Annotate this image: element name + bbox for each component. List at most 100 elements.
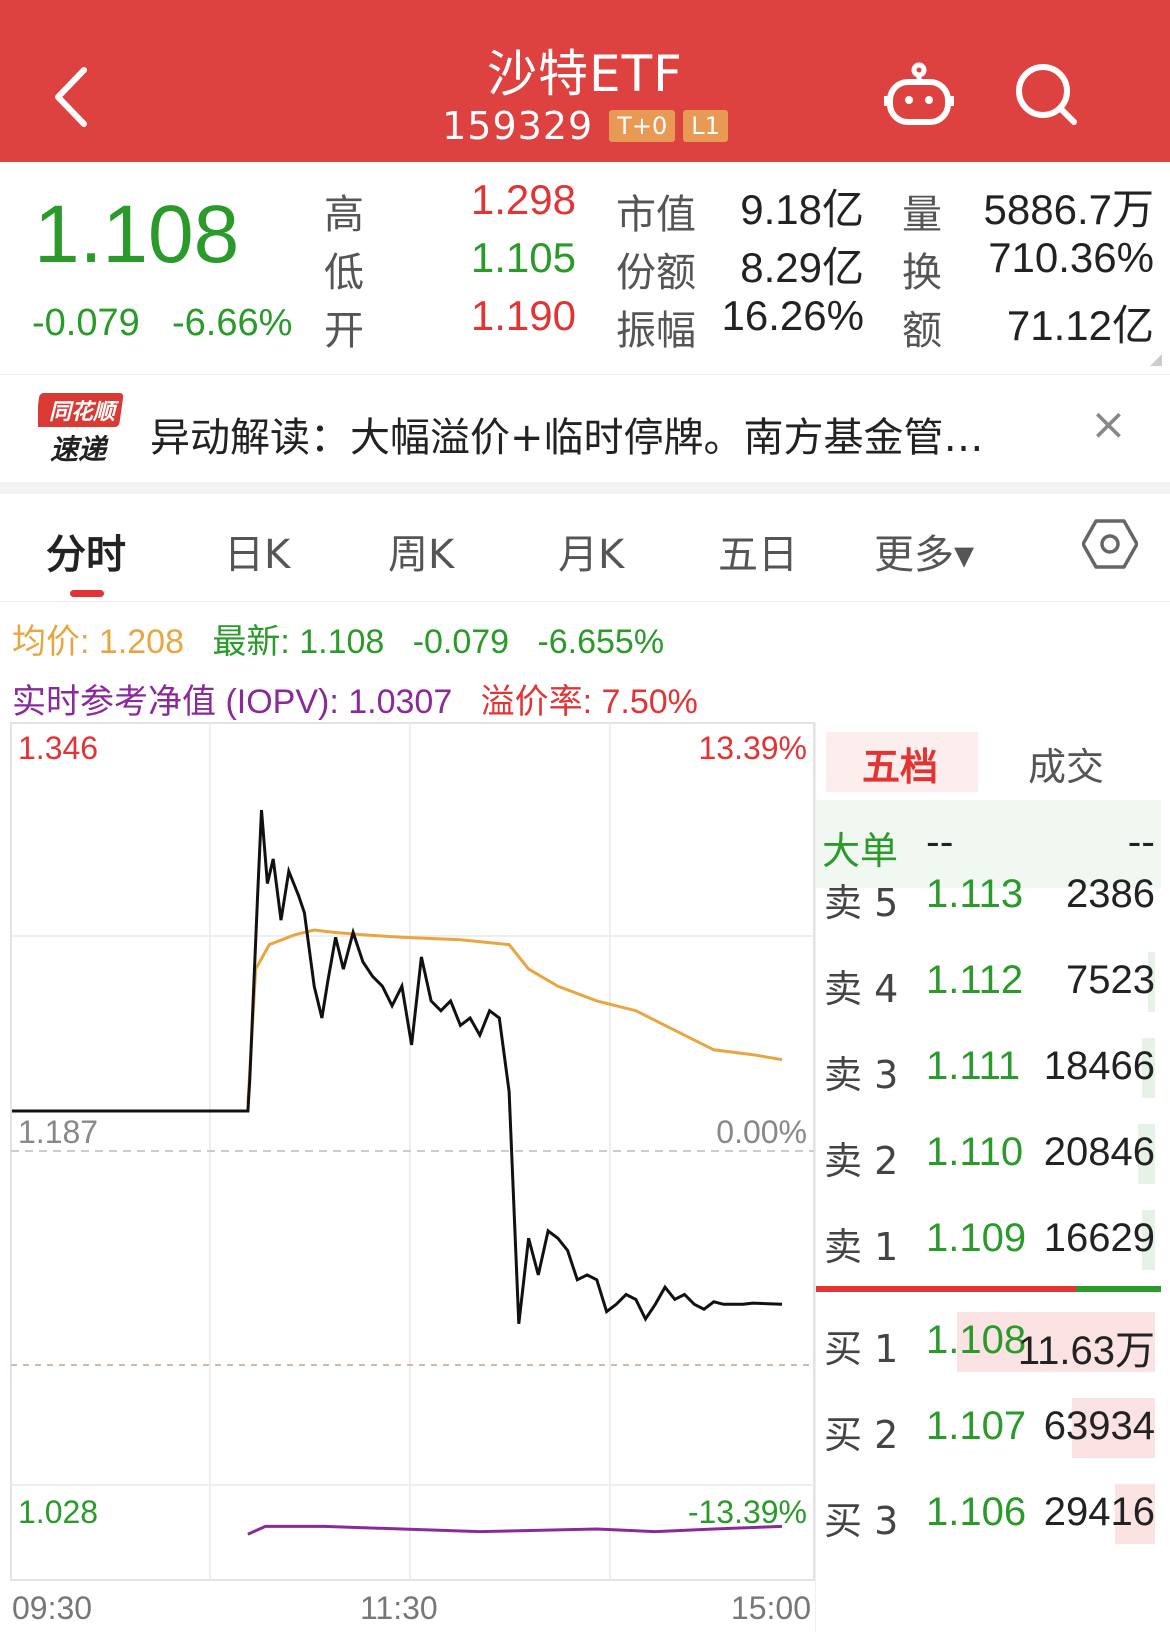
sell-level-label: 卖 1 — [824, 1225, 899, 1269]
sell-level-volume: 20846 — [1043, 1130, 1155, 1174]
buy-level-price: 1.107 — [926, 1404, 1027, 1448]
buy-level-row[interactable]: 买 1 1.108 11.63万 — [816, 1298, 1161, 1386]
buy-level-label: 买 2 — [824, 1413, 899, 1457]
sell-level-price: 1.111 — [926, 1044, 1021, 1088]
value-amount: 71.12亿 — [1006, 302, 1154, 349]
buy-volume-bar — [1072, 1398, 1155, 1458]
big-order-left: -- — [926, 820, 954, 864]
sell-level-label: 卖 3 — [824, 1053, 899, 1097]
sell-level-price: 1.113 — [926, 872, 1024, 916]
iopv-line: 实时参考净值 (IOPV): 1.0307 溢价率: 7.50% — [12, 674, 698, 723]
sell-level-row[interactable]: 卖 2 1.110 20846 — [816, 1110, 1161, 1198]
section-divider — [0, 482, 1170, 494]
buy-level-price: 1.106 — [926, 1490, 1027, 1534]
premium-value: 7.50% — [601, 683, 698, 721]
bid-ask-ratio-bar-ask — [1076, 1286, 1161, 1292]
value-open: 1.190 — [470, 292, 576, 339]
sell-level-label: 卖 4 — [824, 967, 899, 1011]
price-summary-line: 均价: 1.208 最新: 1.108 -0.079 -6.655% — [12, 614, 664, 663]
time-label-open: 09:30 — [12, 1590, 93, 1626]
search-icon[interactable] — [1012, 60, 1082, 130]
value-high: 1.298 — [470, 176, 576, 223]
latest-price: 1.108 — [299, 623, 385, 661]
settings-hexagon-icon[interactable] — [1082, 516, 1138, 572]
sell-volume-bar — [1148, 952, 1155, 1012]
iopv-line-series — [247, 1524, 783, 1536]
close-icon[interactable]: × — [1090, 399, 1127, 450]
label-low: 低 — [324, 250, 364, 296]
expand-corner-icon[interactable] — [1150, 354, 1162, 366]
sell-level-price: 1.112 — [926, 958, 1024, 1002]
sell-level-row[interactable]: 卖 1 1.109 16629 — [816, 1196, 1161, 1284]
news-headline[interactable]: 异动解读：大幅溢价+临时停牌。南方基金管… — [150, 415, 984, 461]
label-turnover: 换 — [902, 250, 942, 296]
tab-trades[interactable]: 成交 — [1028, 745, 1105, 789]
buy-volume-bar — [957, 1312, 1155, 1372]
avg-price-line — [246, 928, 783, 1104]
value-volume: 5886.7万 — [983, 186, 1154, 233]
sell-level-price: 1.109 — [926, 1216, 1027, 1260]
big-order-right: -- — [1127, 820, 1155, 864]
avg-price: 1.208 — [98, 623, 184, 661]
value-amplitude: 16.26% — [721, 292, 864, 339]
axis-top-pct: 13.39% — [698, 730, 807, 766]
last-price: 1.108 — [34, 189, 240, 280]
sell-volume-bar — [1142, 1038, 1155, 1098]
label-high: 高 — [324, 192, 364, 238]
premium-label: 溢价率: — [480, 683, 593, 721]
axis-bottom-pct: -13.39% — [687, 1494, 807, 1530]
label-amount: 额 — [902, 308, 942, 354]
time-label-mid: 11:30 — [360, 1590, 438, 1626]
latest-label: 最新: — [212, 623, 290, 661]
axis-top-price: 1.346 — [18, 730, 99, 766]
news-banner[interactable]: 同花顺 速递 异动解读：大幅溢价+临时停牌。南方基金管… × — [0, 374, 1170, 482]
time-label-close: 15:00 — [730, 1590, 811, 1626]
tab-more[interactable]: 更多▾ — [874, 532, 975, 578]
intraday-chart-svg — [10, 722, 815, 1581]
quote-panel: 1.108 -0.079 -6.66% 高 低 开 1.298 1.105 1.… — [0, 162, 1170, 374]
axis-bottom-price: 1.028 — [18, 1494, 99, 1530]
sell-level-row[interactable]: 卖 5 1.113 2386 — [816, 852, 1161, 940]
value-mktcap: 9.18亿 — [740, 186, 864, 233]
buy-level-row[interactable]: 买 3 1.106 29416 — [816, 1470, 1161, 1558]
sell-level-label: 卖 2 — [824, 1139, 899, 1183]
label-amplitude: 振幅 — [616, 308, 696, 354]
tab-monthly-k[interactable]: 月K — [558, 532, 625, 578]
iopv-label: 实时参考净值 (IOPV): — [12, 683, 339, 721]
latest-change: -0.079 — [412, 623, 510, 661]
buy-level-volume: 11.63万 — [1017, 1329, 1155, 1373]
axis-mid-price: 1.187 — [18, 1114, 99, 1150]
buy-level-label: 买 1 — [824, 1327, 899, 1371]
big-order-row: 大单 -- -- — [816, 800, 1161, 888]
tab-intraday[interactable]: 分时 — [46, 532, 126, 578]
sell-level-volume: 18466 — [1043, 1044, 1155, 1088]
sell-level-volume: 16629 — [1043, 1216, 1155, 1260]
active-book-tab-bg — [826, 732, 978, 792]
buy-level-row[interactable]: 买 2 1.107 63934 — [816, 1384, 1161, 1472]
value-low: 1.105 — [470, 234, 576, 281]
buy-volume-bar — [1115, 1484, 1155, 1544]
label-open: 开 — [324, 308, 364, 354]
sell-level-volume: 2386 — [1066, 872, 1155, 916]
back-arrow-icon[interactable] — [48, 62, 98, 132]
label-shares: 份额 — [616, 250, 696, 296]
ths-express-logo: 同花顺 速递 — [38, 393, 124, 466]
latest-change-pct: -6.655% — [537, 623, 665, 661]
price-change: -0.079 — [32, 302, 140, 344]
robot-assistant-icon[interactable] — [884, 60, 954, 130]
tab-five-levels[interactable]: 五档 — [862, 745, 939, 789]
order-book-tabs: 五档 成交 — [816, 722, 1166, 800]
sell-level-row[interactable]: 卖 3 1.111 18466 — [816, 1024, 1161, 1112]
value-shares: 8.29亿 — [740, 244, 864, 291]
tab-five-day[interactable]: 五日 — [718, 532, 798, 578]
value-turnover: 710.36% — [988, 234, 1154, 281]
tag-l1: L1 — [683, 110, 728, 142]
svg-text:同花顺: 同花顺 — [49, 400, 119, 425]
sell-volume-bar — [1138, 1124, 1155, 1184]
price-line — [12, 809, 783, 1324]
sell-level-row[interactable]: 卖 4 1.112 7523 — [816, 938, 1161, 1026]
intraday-chart[interactable]: 1.346 13.39% 1.187 0.00% 1.028 -13.39% 0… — [10, 722, 815, 1631]
tab-daily-k[interactable]: 日K — [224, 532, 291, 578]
tab-weekly-k[interactable]: 周K — [388, 532, 455, 578]
bid-ask-ratio-bar-bid — [816, 1286, 1076, 1292]
